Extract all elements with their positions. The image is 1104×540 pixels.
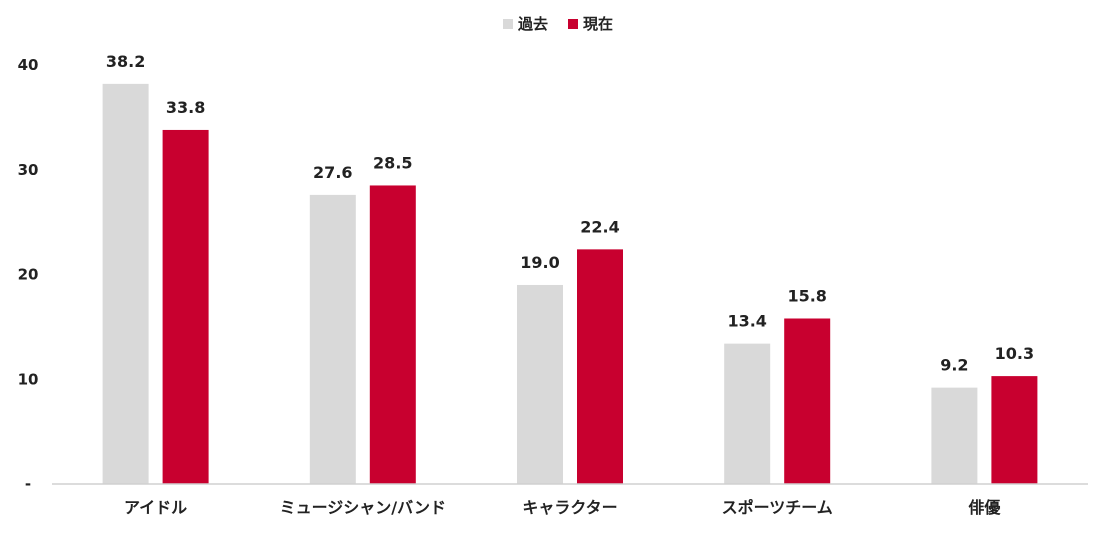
data-label: 27.6 bbox=[313, 163, 352, 182]
data-label: 10.3 bbox=[995, 344, 1034, 363]
x-tick-label: スポーツチーム bbox=[722, 498, 833, 517]
category-labels: アイドル ミュージシャン/バンド キャラクター スポーツチーム 俳優 bbox=[124, 498, 1001, 517]
y-tick-label: 30 bbox=[18, 161, 39, 179]
y-axis-ticks: - 10 20 30 40 bbox=[18, 56, 39, 493]
bars: 38.2 33.8 27.6 28.5 19.0 22.4 13.4 15.8 9.2 10.3 bbox=[102, 52, 1038, 484]
data-label: 19.0 bbox=[520, 253, 559, 272]
x-tick-label: アイドル bbox=[124, 498, 187, 517]
bar-past bbox=[517, 284, 563, 484]
data-label: 33.8 bbox=[166, 98, 205, 117]
y-tick-label: 10 bbox=[18, 370, 39, 388]
bar-present bbox=[784, 318, 831, 484]
legend: 過去 現在 bbox=[503, 15, 613, 33]
data-label: 38.2 bbox=[106, 52, 145, 71]
y-tick-label: 20 bbox=[18, 266, 39, 284]
bar-past bbox=[724, 343, 771, 484]
bar-present bbox=[577, 249, 623, 484]
data-label: 13.4 bbox=[727, 312, 766, 331]
data-label: 9.2 bbox=[940, 356, 968, 375]
bar-past bbox=[931, 387, 978, 484]
bar-present bbox=[162, 129, 209, 484]
data-label: 15.8 bbox=[787, 286, 826, 305]
legend-swatch bbox=[503, 19, 513, 29]
legend-swatch bbox=[568, 19, 578, 29]
legend-label: 現在 bbox=[583, 15, 613, 33]
bar-present bbox=[991, 376, 1038, 484]
x-tick-label: キャラクター bbox=[522, 498, 617, 517]
data-label: 22.4 bbox=[580, 217, 619, 236]
y-tick-label: 40 bbox=[18, 56, 39, 74]
bar-past bbox=[309, 194, 356, 484]
x-tick-label: 俳優 bbox=[968, 498, 1001, 517]
bar-past bbox=[102, 83, 149, 484]
data-label: 28.5 bbox=[373, 153, 412, 172]
bar-present bbox=[369, 185, 416, 484]
y-tick-label: - bbox=[25, 475, 31, 493]
x-tick-label: ミュージシャン/バンド bbox=[280, 498, 446, 517]
legend-label: 過去 bbox=[517, 15, 548, 33]
